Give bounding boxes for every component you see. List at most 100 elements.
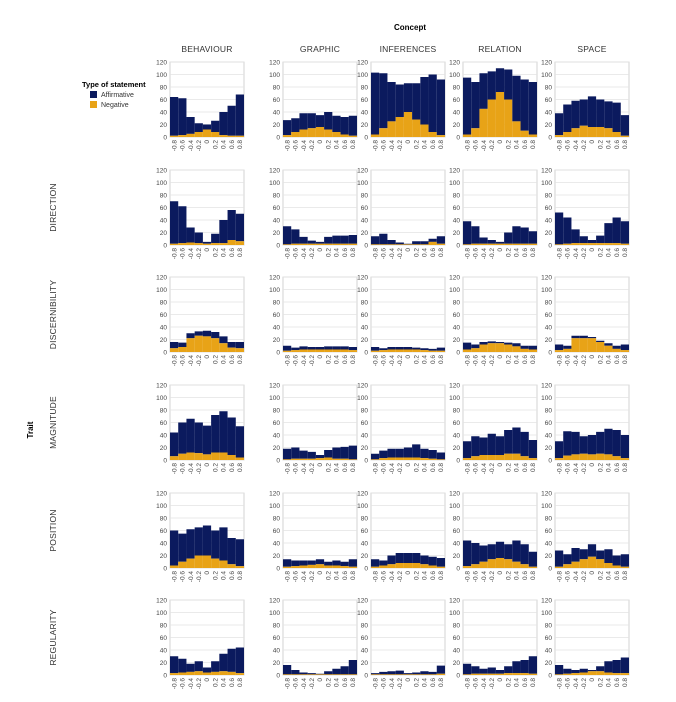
y-tick-label: 20 bbox=[453, 122, 461, 129]
bar-negative bbox=[324, 243, 333, 245]
y-tick-label: 80 bbox=[160, 622, 168, 629]
bar-negative bbox=[403, 112, 413, 137]
x-tick-label: -0.6 bbox=[565, 678, 572, 690]
y-tick-label: 100 bbox=[449, 180, 460, 187]
x-tick-label: 0.4 bbox=[514, 463, 521, 472]
bar-affirmative bbox=[571, 431, 580, 455]
bar-affirmative bbox=[186, 418, 195, 453]
x-tick-label: 0.8 bbox=[622, 463, 629, 472]
x-tick-label: -0.2 bbox=[196, 140, 203, 152]
bar-affirmative bbox=[420, 241, 429, 245]
bar-affirmative bbox=[528, 656, 537, 674]
x-tick-label: 0.8 bbox=[350, 355, 357, 364]
x-tick-label: 0.4 bbox=[514, 571, 521, 580]
x-tick-label: -0.6 bbox=[293, 571, 300, 583]
bar-affirmative bbox=[371, 453, 380, 460]
bar-negative bbox=[428, 565, 437, 568]
x-tick-label: 0.2 bbox=[325, 248, 332, 257]
x-tick-label: -0.4 bbox=[301, 140, 308, 152]
bar-affirmative bbox=[315, 115, 325, 127]
y-tick-label: 100 bbox=[269, 503, 280, 510]
x-tick-label: -0.4 bbox=[301, 571, 308, 583]
bar-affirmative bbox=[170, 432, 179, 457]
x-tick-label: 0.6 bbox=[430, 678, 437, 687]
y-tick-label: 120 bbox=[156, 167, 167, 174]
bar-negative bbox=[291, 566, 300, 568]
bar-negative bbox=[596, 243, 605, 245]
bar-negative bbox=[387, 121, 396, 137]
column-header-relation: RELATION bbox=[478, 44, 521, 54]
x-tick-label: -0.4 bbox=[188, 463, 195, 475]
bar-negative bbox=[170, 565, 179, 568]
x-tick-label: -0.4 bbox=[573, 355, 580, 367]
bar-affirmative bbox=[332, 346, 341, 350]
bar-negative bbox=[528, 673, 537, 675]
bar-affirmative bbox=[471, 226, 480, 244]
x-tick-label: 0.6 bbox=[342, 355, 349, 364]
bar-negative bbox=[428, 458, 437, 460]
bar-affirmative bbox=[202, 330, 212, 337]
bar-affirmative bbox=[436, 236, 445, 244]
x-tick-label: 0.8 bbox=[438, 140, 445, 149]
y-tick-label: 120 bbox=[156, 597, 167, 604]
bar-negative bbox=[403, 244, 413, 245]
bar-affirmative bbox=[504, 342, 513, 345]
bar-negative bbox=[219, 243, 228, 245]
y-tick-label: 0 bbox=[456, 565, 460, 572]
bar-affirmative bbox=[315, 241, 325, 244]
y-tick-label: 120 bbox=[541, 490, 552, 497]
y-tick-label: 0 bbox=[364, 349, 368, 356]
x-tick-label: -0.8 bbox=[464, 463, 471, 475]
bar-affirmative bbox=[555, 344, 564, 351]
y-tick-label: 60 bbox=[273, 205, 281, 212]
bar-negative bbox=[420, 244, 429, 245]
column-facet-title: Concept bbox=[394, 23, 426, 32]
x-tick-label: -0.4 bbox=[188, 678, 195, 690]
y-tick-label: 40 bbox=[453, 324, 461, 331]
bar-negative bbox=[395, 563, 404, 568]
x-tick-label: 0 bbox=[497, 248, 504, 252]
bar-negative bbox=[471, 564, 480, 568]
bar-negative bbox=[194, 671, 203, 675]
y-tick-label: 80 bbox=[361, 192, 369, 199]
bar-affirmative bbox=[512, 75, 521, 122]
x-tick-label: -0.2 bbox=[309, 140, 316, 152]
x-tick-label: -0.4 bbox=[481, 140, 488, 152]
bar-affirmative bbox=[371, 673, 380, 675]
x-tick-label: -0.2 bbox=[489, 678, 496, 690]
y-tick-label: 20 bbox=[453, 337, 461, 344]
bar-affirmative bbox=[563, 431, 572, 456]
bar-negative bbox=[428, 132, 437, 137]
x-tick-label: -0.2 bbox=[489, 571, 496, 583]
bar-affirmative bbox=[379, 73, 388, 129]
x-tick-label: -0.2 bbox=[196, 678, 203, 690]
y-tick-label: 60 bbox=[361, 420, 369, 427]
y-tick-label: 40 bbox=[273, 540, 281, 547]
bar-affirmative bbox=[395, 553, 404, 563]
bar-affirmative bbox=[332, 235, 341, 244]
bar-affirmative bbox=[471, 666, 480, 674]
bar-affirmative bbox=[324, 450, 333, 458]
x-tick-label: 0.4 bbox=[334, 140, 341, 149]
y-tick-label: 120 bbox=[541, 274, 552, 281]
bar-negative bbox=[520, 348, 529, 352]
bar-affirmative bbox=[479, 437, 488, 455]
bar-affirmative bbox=[235, 213, 244, 242]
bar-negative bbox=[186, 338, 195, 352]
column-header-space: SPACE bbox=[577, 44, 606, 54]
bar-negative bbox=[170, 348, 179, 352]
x-tick-label: 0.8 bbox=[237, 571, 244, 580]
x-tick-label: -0.8 bbox=[464, 140, 471, 152]
bar-negative bbox=[387, 674, 396, 675]
bar-negative bbox=[227, 564, 236, 568]
x-tick-label: -0.2 bbox=[397, 248, 404, 260]
bar-affirmative bbox=[479, 73, 488, 109]
x-tick-label: 0 bbox=[405, 355, 412, 359]
bar-affirmative bbox=[307, 673, 316, 675]
bar-negative bbox=[348, 135, 357, 137]
bar-affirmative bbox=[579, 335, 588, 339]
x-tick-label: 0.6 bbox=[614, 140, 621, 149]
bar-affirmative bbox=[211, 530, 220, 559]
